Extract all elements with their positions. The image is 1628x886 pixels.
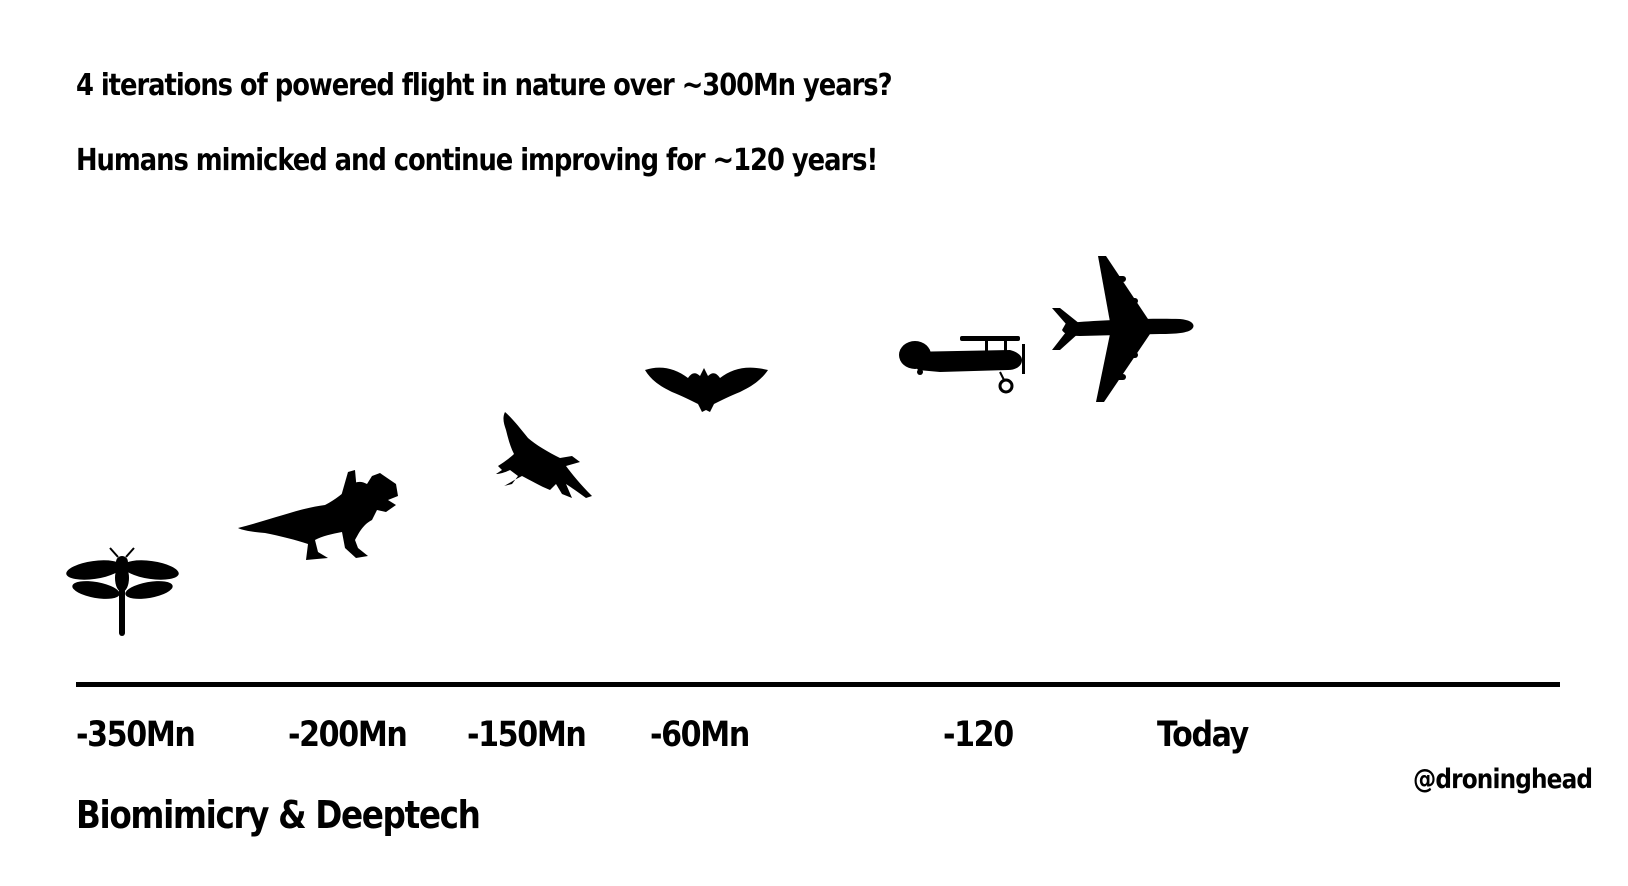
tick-label-120: -120 xyxy=(943,715,1014,755)
biplane-icon xyxy=(899,336,1025,394)
bird-icon xyxy=(496,412,592,498)
pterosaur-icon xyxy=(238,470,398,560)
timeline-axis xyxy=(76,682,1560,687)
author-handle: @droninghead xyxy=(1413,764,1593,795)
tick-label-today: Today xyxy=(1157,715,1249,755)
footer-title: Biomimicry & Deeptech xyxy=(76,793,481,837)
tick-label-200mn: -200Mn xyxy=(288,715,408,755)
headline-line-1: 4 iterations of powered flight in nature… xyxy=(76,68,893,103)
dragonfly-icon xyxy=(66,547,179,636)
tick-label-350mn: -350Mn xyxy=(76,715,196,755)
jet-airplane-icon xyxy=(1052,256,1194,402)
tick-label-60mn: -60Mn xyxy=(650,715,750,755)
headline-line-2: Humans mimicked and continue improving f… xyxy=(76,143,878,178)
bat-icon xyxy=(645,367,768,412)
tick-label-150mn: -150Mn xyxy=(467,715,587,755)
